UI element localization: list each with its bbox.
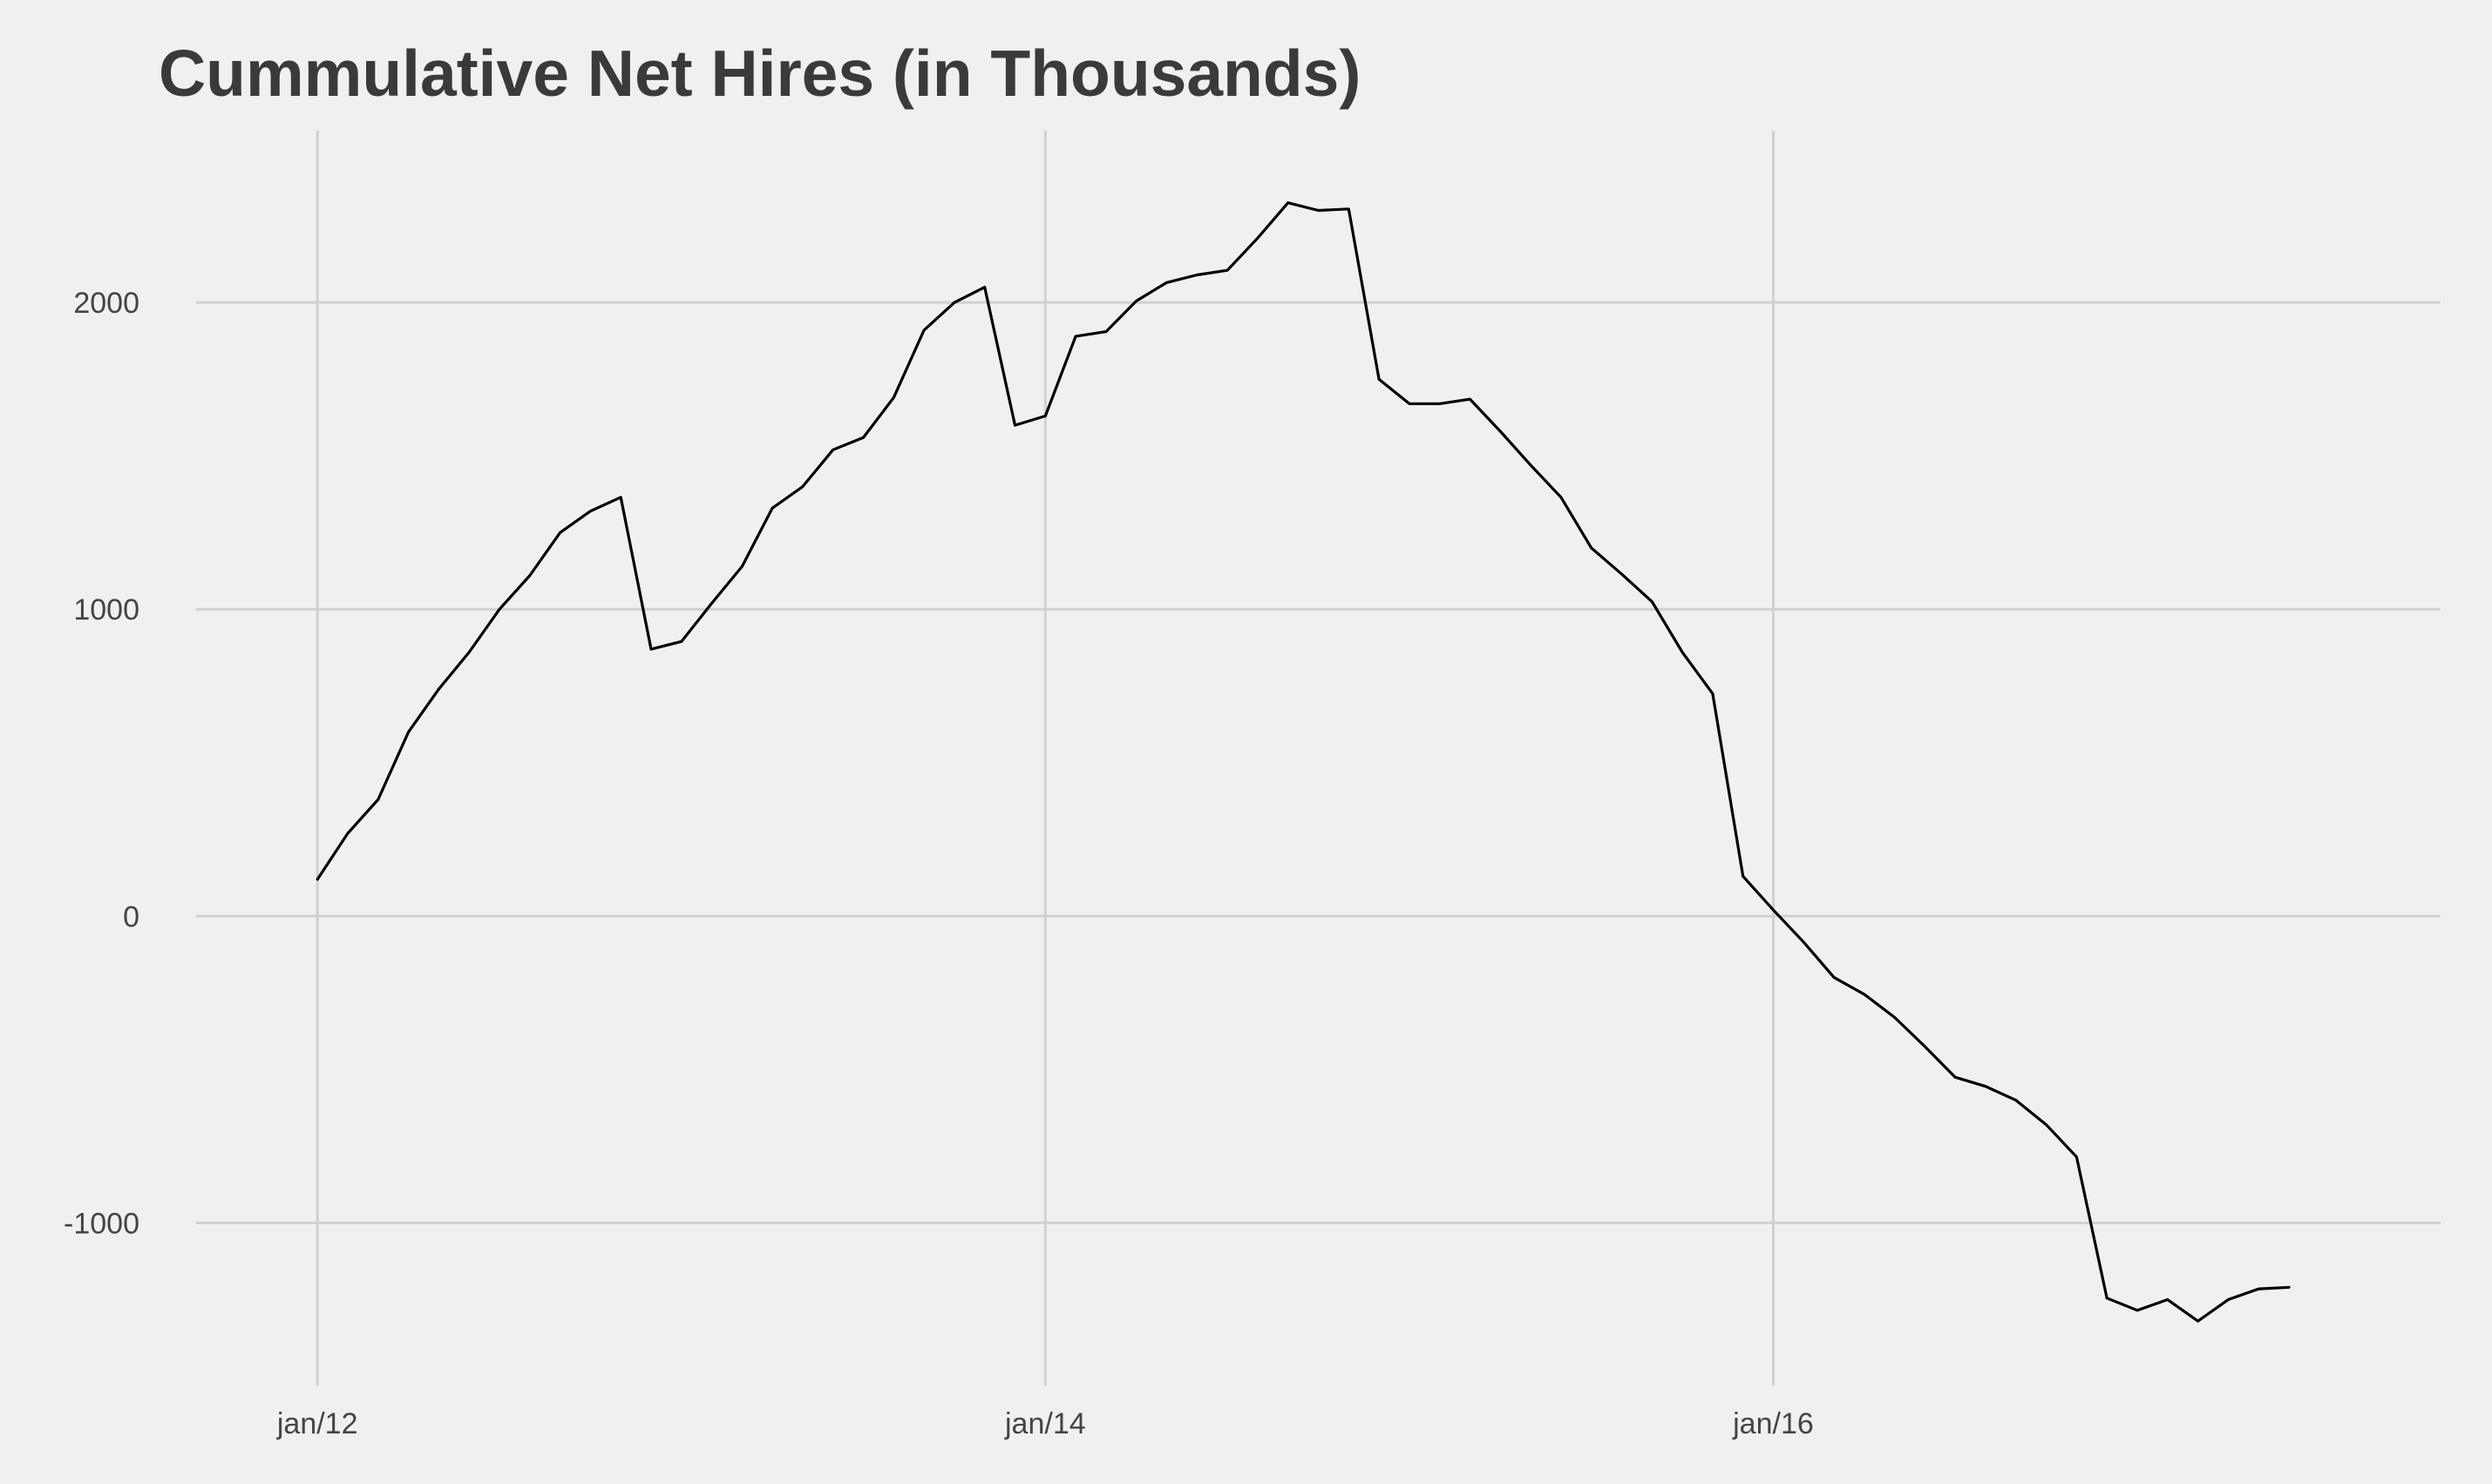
chart-title: Cummulative Net Hires (in Thousands)	[159, 37, 1361, 110]
y-tick-label: 0	[123, 900, 139, 933]
x-tick-label: jan/14	[1004, 1407, 1086, 1440]
y-tick-label: 1000	[73, 593, 139, 627]
series-layer	[316, 201, 2291, 1323]
series-line	[316, 201, 2291, 1323]
y-tick-label: -1000	[64, 1207, 139, 1240]
gridlines	[196, 131, 2441, 1386]
y-tick-label: 2000	[73, 287, 139, 320]
x-tick-label: jan/12	[276, 1407, 358, 1440]
tick-labels: -1000 0 1000 2000 jan/12 jan/14 jan/16	[64, 287, 1814, 1440]
x-tick-label: jan/16	[1732, 1407, 1814, 1440]
